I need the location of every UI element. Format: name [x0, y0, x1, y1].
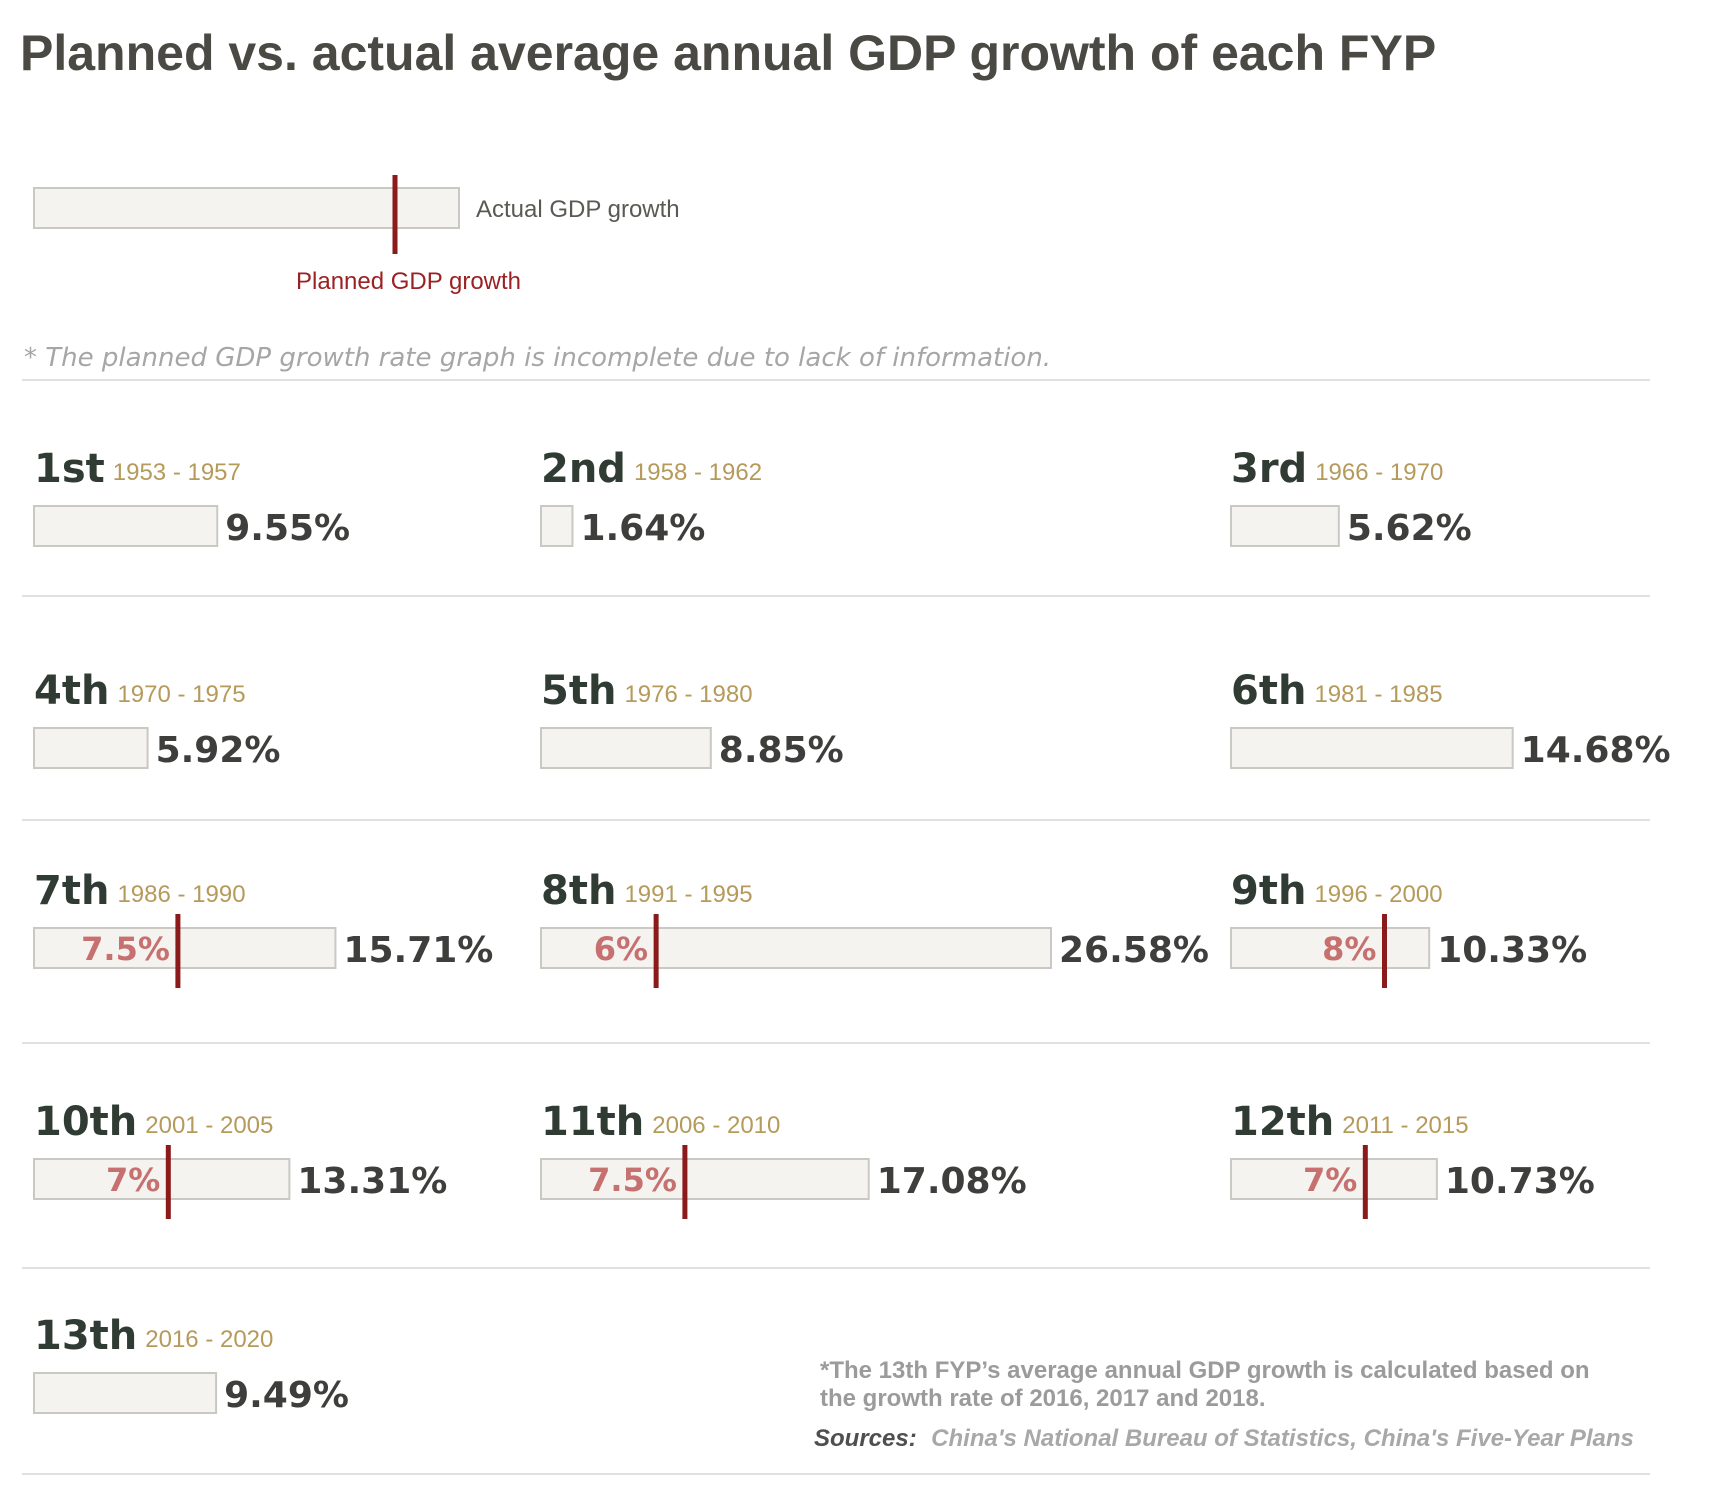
plan-7th: 7th 1986 - 1990 7.5% 15.71% [33, 868, 493, 988]
actual-bar [1230, 1158, 1438, 1200]
legend: Actual GDP growth Planned GDP growth [33, 175, 680, 295]
incomplete-note: * The planned GDP growth rate graph is i… [24, 343, 1051, 373]
plan-13th: 13th 2016 - 2020 9.49% [33, 1313, 349, 1416]
plan-years: 1981 - 1985 [1314, 681, 1442, 708]
sources-label: Sources: [814, 1425, 917, 1452]
actual-value-label: 5.62% [1347, 508, 1472, 549]
plan-12th: 12th 2011 - 2015 7% 10.73% [1230, 1099, 1595, 1219]
actual-value-label: 15.71% [343, 930, 493, 971]
plan-2nd: 2nd 1958 - 1962 1.64% [540, 446, 762, 549]
plan-years: 1991 - 1995 [624, 881, 752, 908]
sources: Sources: China's National Bureau of Stat… [814, 1425, 1634, 1452]
actual-bar [33, 927, 337, 969]
footnote-line-2: the growth rate of 2016, 2017 and 2018. [820, 1385, 1266, 1412]
actual-value-label: 17.08% [877, 1161, 1027, 1202]
plan-years: 1953 - 1957 [113, 459, 241, 486]
planned-value-label: 6% [594, 930, 648, 968]
plan-name: 7th [34, 868, 109, 914]
actual-value-label: 13.31% [297, 1161, 447, 1202]
plan-name: 1st [34, 446, 105, 492]
actual-value-label: 26.58% [1059, 930, 1209, 971]
actual-bar [1230, 927, 1431, 969]
plan-years: 1970 - 1975 [117, 681, 245, 708]
planned-value-label: 8% [1322, 930, 1376, 968]
actual-bar [33, 1372, 218, 1414]
actual-bar [33, 1158, 291, 1200]
plan-5th: 5th 1976 - 1980 8.85% [540, 668, 844, 771]
plan-4th: 4th 1970 - 1975 5.92% [33, 668, 281, 771]
plan-9th: 9th 1996 - 2000 8% 10.33% [1230, 868, 1587, 988]
actual-value-label: 1.64% [580, 508, 705, 549]
plan-name: 5th [541, 668, 616, 714]
sources-text: China's National Bureau of Statistics, C… [931, 1425, 1634, 1452]
plan-1st: 1st 1953 - 1957 9.55% [33, 446, 350, 549]
plan-rows: 1st 1953 - 1957 9.55% 2nd 1958 - 1962 1.64% 3r… [22, 446, 1671, 1475]
actual-value-label: 10.33% [1437, 930, 1587, 971]
plan-years: 1986 - 1990 [117, 881, 245, 908]
actual-bar [1230, 505, 1340, 547]
actual-bar [540, 505, 574, 547]
legend-planned-label: Planned GDP growth [296, 268, 521, 295]
actual-value-label: 14.68% [1521, 730, 1671, 771]
plan-name: 3rd [1231, 446, 1307, 492]
actual-bar [540, 727, 712, 769]
plan-11th: 11th 2006 - 2010 7.5% 17.08% [540, 1099, 1027, 1219]
plan-name: 2nd [541, 446, 626, 492]
plan-6th: 6th 1981 - 1985 14.68% [1230, 668, 1671, 771]
plan-years: 1958 - 1962 [634, 459, 762, 486]
plan-years: 1966 - 1970 [1315, 459, 1443, 486]
actual-value-label: 10.73% [1445, 1161, 1595, 1202]
actual-bar [33, 727, 149, 769]
plan-name: 12th [1231, 1099, 1334, 1145]
plan-name: 13th [34, 1313, 137, 1359]
footer: *The 13th FYP’s average annual GDP growt… [814, 1357, 1634, 1452]
plan-name: 6th [1231, 668, 1306, 714]
actual-value-label: 9.49% [224, 1375, 349, 1416]
plan-name: 11th [541, 1099, 644, 1145]
plan-years: 1996 - 2000 [1314, 881, 1442, 908]
actual-bar [33, 505, 219, 547]
plan-name: 8th [541, 868, 616, 914]
planned-value-label: 7.5% [588, 1161, 677, 1199]
actual-bar [1230, 727, 1514, 769]
plan-3rd: 3rd 1966 - 1970 5.62% [1230, 446, 1472, 549]
planned-value-label: 7.5% [81, 930, 170, 968]
actual-value-label: 5.92% [156, 730, 281, 771]
plan-8th: 8th 1991 - 1995 6% 26.58% [540, 868, 1209, 988]
planned-value-label: 7% [1303, 1161, 1357, 1199]
planned-value-label: 7% [106, 1161, 160, 1199]
actual-bar [540, 927, 1052, 969]
plan-name: 4th [34, 668, 109, 714]
actual-bar [540, 1158, 870, 1200]
footnote-line-1: *The 13th FYP’s average annual GDP growt… [820, 1357, 1590, 1384]
plan-years: 2001 - 2005 [145, 1112, 273, 1139]
actual-value-label: 8.85% [719, 730, 844, 771]
plan-name: 9th [1231, 868, 1306, 914]
plan-name: 10th [34, 1099, 137, 1145]
chart-title: Planned vs. actual average annual GDP gr… [20, 25, 1436, 81]
actual-value-label: 9.55% [225, 508, 350, 549]
legend-actual-label: Actual GDP growth [476, 196, 680, 223]
plan-years: 2016 - 2020 [145, 1326, 273, 1353]
plan-years: 2006 - 2010 [652, 1112, 780, 1139]
legend-actual-bar [33, 187, 460, 229]
plan-10th: 10th 2001 - 2005 7% 13.31% [33, 1099, 447, 1219]
plan-years: 2011 - 2015 [1342, 1112, 1468, 1139]
plan-years: 1976 - 1980 [624, 681, 752, 708]
